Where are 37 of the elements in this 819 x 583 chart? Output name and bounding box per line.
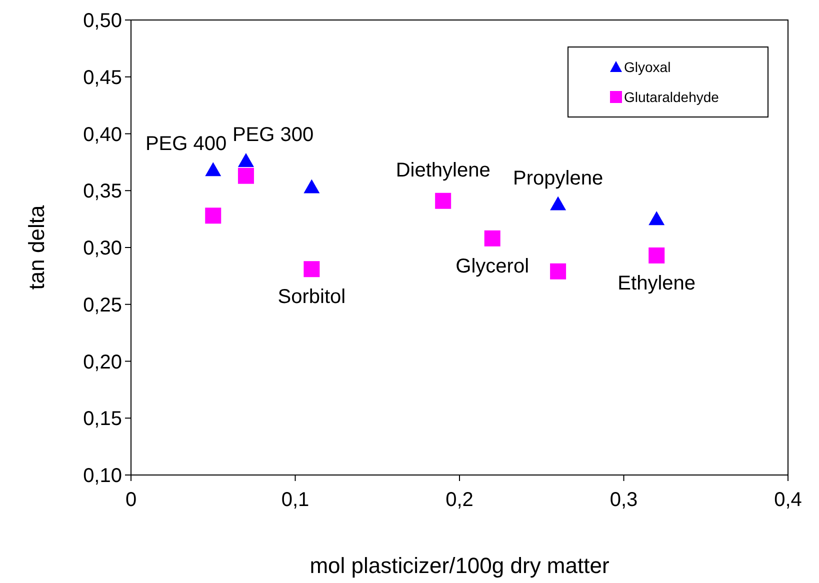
y-tick-label: 0,45 <box>83 66 122 89</box>
point <box>648 247 665 264</box>
annotation: PEG 300 <box>232 124 314 146</box>
x-tick-label: 0,2 <box>446 489 474 511</box>
y-tick-label: 0,10 <box>83 465 122 487</box>
point <box>550 196 566 210</box>
point <box>550 263 566 280</box>
annotation: Propylene <box>513 167 604 190</box>
y-tick-label: 0,50 <box>83 10 122 32</box>
annotation: Ethylene <box>618 272 696 294</box>
legend-label: Glutaraldehyde <box>624 88 720 105</box>
point <box>238 153 254 168</box>
y-tick-label: 0,20 <box>83 351 122 374</box>
point <box>435 192 452 209</box>
y-axis-title: tan delta <box>24 204 49 290</box>
y-tick-label: 0,40 <box>83 124 122 146</box>
point <box>205 162 222 176</box>
y-tick-label: 0,35 <box>83 180 122 203</box>
y-tick-label: 0,15 <box>83 408 122 430</box>
point <box>484 230 500 246</box>
annotation: Sorbitol <box>278 286 346 308</box>
point <box>648 211 665 226</box>
legend-label: Glyoxal <box>624 58 671 75</box>
x-axis-title: mol plasticizer/100g dry matter <box>310 553 610 578</box>
x-tick-label: 0,4 <box>774 489 802 511</box>
y-tick-label: 0,25 <box>83 294 122 316</box>
point <box>238 168 254 184</box>
x-tick-label: 0,3 <box>610 489 638 511</box>
annotation: Glycerol <box>456 255 530 278</box>
x-tick-label: 0,1 <box>281 489 310 511</box>
y-tick-label: 0,30 <box>83 238 122 260</box>
point <box>205 208 222 224</box>
point <box>304 261 320 278</box>
annotation: Diethylene <box>396 159 490 182</box>
point <box>304 179 320 194</box>
x-tick-label: 0 <box>125 489 137 511</box>
annotation: PEG 400 <box>145 133 227 156</box>
